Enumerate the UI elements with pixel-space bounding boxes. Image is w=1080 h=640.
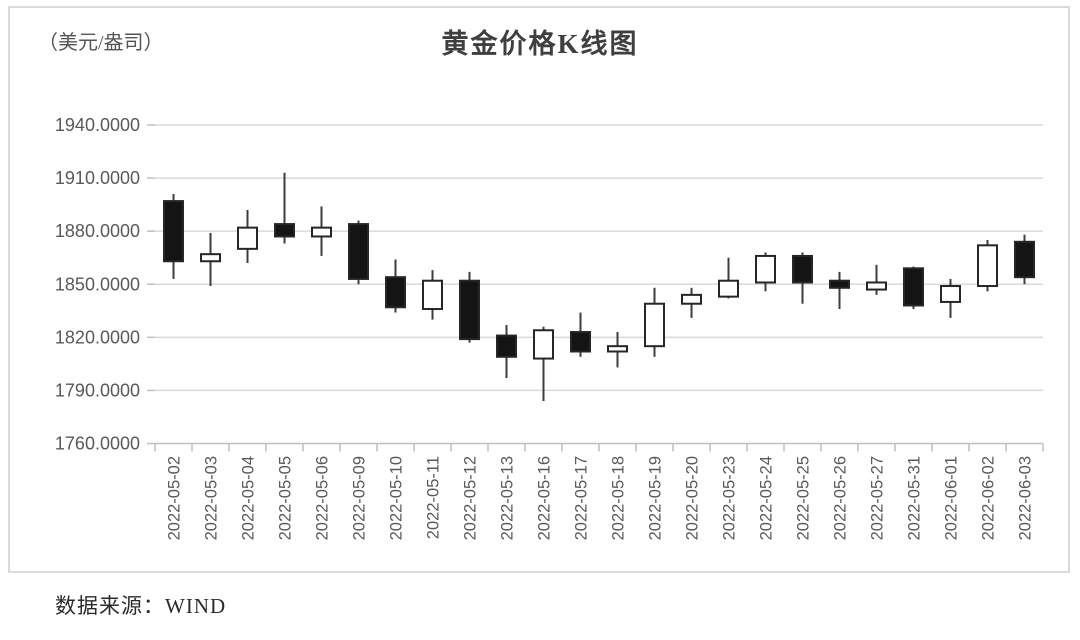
candle-body: [496, 334, 517, 358]
candle-body: [200, 253, 221, 263]
x-axis-label: 2022-05-19: [647, 456, 665, 540]
candle-body: [903, 267, 924, 307]
candle-2022-05-10: [385, 259, 406, 313]
candle-2022-05-17: [570, 312, 591, 357]
candle-body: [533, 329, 554, 360]
candle-2022-06-02: [977, 240, 998, 292]
candle-2022-05-24: [755, 252, 776, 292]
candle-2022-05-11: [422, 270, 443, 320]
candle-2022-05-26: [829, 271, 850, 310]
candle-body: [163, 200, 184, 263]
y-axis-label: 1850.0000: [55, 274, 140, 294]
candle-2022-05-18: [607, 332, 628, 368]
candle-2022-05-25: [792, 252, 813, 304]
x-axis-label: 2022-05-25: [795, 456, 813, 540]
candle-2022-05-05: [274, 172, 295, 244]
candle-body: [607, 345, 628, 353]
x-axis-label: 2022-05-16: [536, 456, 554, 540]
x-axis-label: 2022-05-18: [610, 456, 628, 540]
candle-body: [718, 279, 739, 298]
x-axis-label: 2022-05-06: [314, 456, 332, 540]
y-axis-label: 1790.0000: [55, 380, 140, 400]
candle-body: [459, 279, 480, 341]
candle-2022-05-16: [533, 326, 554, 402]
x-axis-label: 2022-06-03: [1017, 456, 1035, 540]
candle-2022-05-02: [163, 194, 184, 279]
y-axis-unit-label: （美元/盎司）: [38, 32, 164, 54]
y-axis-label: 1940.0000: [55, 115, 140, 135]
x-axis-label: 2022-05-10: [388, 456, 406, 540]
candle-body: [681, 293, 702, 305]
candle-body: [1014, 240, 1035, 279]
candle-body: [385, 276, 406, 309]
candle-body: [311, 226, 332, 238]
x-axis-label: 2022-05-31: [906, 456, 924, 540]
candle-body: [977, 244, 998, 288]
x-axis-label: 2022-05-20: [684, 456, 702, 540]
candle-body: [274, 223, 295, 238]
x-axis-label: 2022-06-02: [980, 456, 998, 540]
x-axis-label: 2022-05-02: [166, 456, 184, 540]
candle-body: [422, 279, 443, 311]
y-axis-label: 1880.0000: [55, 221, 140, 241]
x-axis-label: 2022-06-01: [943, 456, 961, 540]
candle-2022-05-19: [644, 287, 665, 357]
candle-2022-05-23: [718, 257, 739, 299]
candle-body: [237, 226, 258, 250]
candle-body: [940, 285, 961, 303]
x-axis-label: 2022-05-03: [203, 456, 221, 540]
x-axis-label: 2022-05-13: [499, 456, 517, 540]
x-axis-label: 2022-05-09: [351, 456, 369, 540]
candle-2022-05-04: [237, 209, 258, 264]
x-axis-label: 2022-05-05: [277, 456, 295, 540]
chart-title: 黄金价格K线图: [441, 29, 639, 59]
candle-2022-05-20: [681, 287, 702, 318]
candle-body: [792, 254, 813, 284]
y-axis-label: 1820.0000: [55, 327, 140, 347]
candle-2022-05-03: [200, 232, 221, 287]
candle-body: [348, 223, 369, 280]
x-axis-label: 2022-05-12: [462, 456, 480, 540]
candle-2022-06-03: [1014, 234, 1035, 285]
candle-2022-05-12: [459, 271, 480, 343]
candle-2022-06-01: [940, 278, 961, 318]
x-axis-label: 2022-05-23: [721, 456, 739, 540]
chart-frame: [8, 6, 1070, 573]
candle-body: [644, 302, 665, 348]
x-axis-label: 2022-05-17: [573, 456, 591, 540]
candle-body: [866, 281, 887, 291]
x-axis-label: 2022-05-04: [240, 456, 258, 540]
candle-body: [570, 331, 591, 353]
data-source-note: 数据来源：WIND: [55, 594, 227, 618]
x-axis-label: 2022-05-11: [425, 456, 443, 539]
y-axis-label: 1760.0000: [55, 434, 140, 454]
candle-2022-05-31: [903, 266, 924, 310]
y-axis-label: 1910.0000: [55, 168, 140, 188]
x-axis-label: 2022-05-24: [758, 456, 776, 540]
candle-2022-05-13: [496, 324, 517, 379]
x-axis-label: 2022-05-26: [832, 456, 850, 540]
candle-2022-05-27: [866, 264, 887, 295]
candle-body: [755, 254, 776, 284]
candle-2022-05-09: [348, 220, 369, 285]
candle-2022-05-06: [311, 206, 332, 256]
candle-body: [829, 279, 850, 289]
x-axis-label: 2022-05-27: [869, 456, 887, 540]
